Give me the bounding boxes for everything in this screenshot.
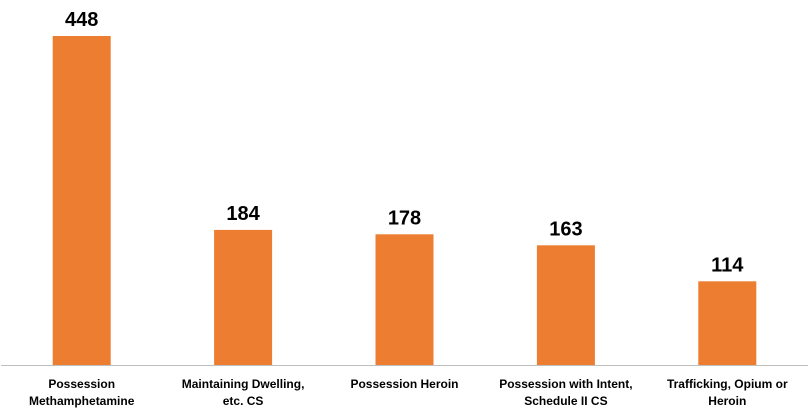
bar-2: [214, 229, 273, 365]
category-label-line: Possession Heroin: [350, 377, 458, 391]
bar-5: [698, 281, 757, 365]
data-label-2: 184: [226, 203, 260, 225]
category-label-line: Trafficking, Opium or: [667, 377, 788, 391]
category-label-line: Heroin: [708, 394, 746, 408]
category-labels-group: Possession Methamphetamine Maintaining Dwe…: [29, 377, 788, 408]
category-label-4: Possession with Intent, Schedule II CS: [499, 377, 632, 408]
data-label-4: 163: [549, 218, 582, 240]
category-label-line: Methamphetamine: [29, 394, 135, 408]
data-label-3: 178: [388, 207, 421, 229]
data-label-5: 114: [711, 254, 744, 276]
category-label-line: Possession: [48, 377, 115, 391]
bar-4: [536, 245, 595, 365]
value-labels-group: 448 184 178 163 114: [65, 9, 744, 276]
category-label-1: Possession Methamphetamine: [29, 377, 135, 408]
bar-3: [375, 234, 434, 365]
category-label-2: Maintaining Dwelling, etc. CS: [182, 377, 305, 408]
category-label-line: etc. CS: [223, 394, 264, 408]
category-label-line: Maintaining Dwelling,: [182, 377, 305, 391]
data-label-1: 448: [65, 9, 98, 31]
category-label-line: Possession with Intent,: [499, 377, 632, 391]
category-label-line: Schedule II CS: [524, 394, 607, 408]
category-label-3: Possession Heroin: [350, 377, 458, 391]
bars-group: [52, 36, 757, 365]
bar-1: [52, 36, 111, 365]
category-label-5: Trafficking, Opium or Heroin: [667, 377, 788, 408]
